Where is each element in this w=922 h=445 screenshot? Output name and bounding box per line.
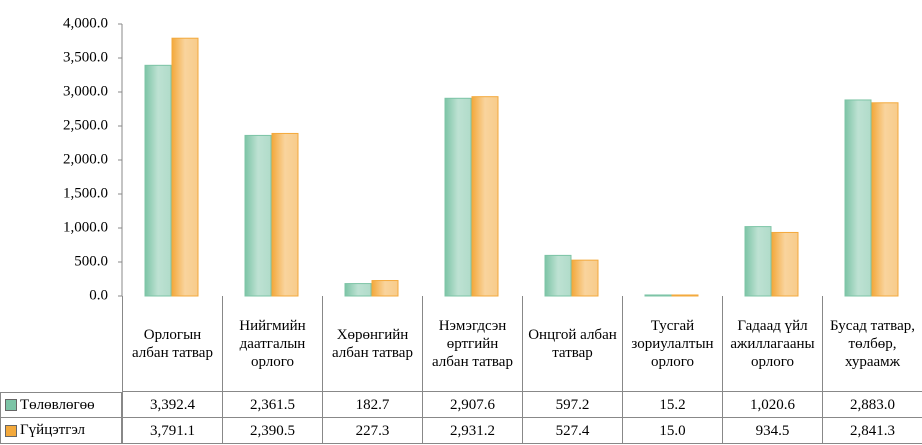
bar xyxy=(571,259,599,297)
data-cell-text: 597.2 xyxy=(555,396,590,413)
legend-swatch xyxy=(5,399,17,411)
data-cell: 597.2 xyxy=(522,392,622,418)
data-cell-text: 15.0 xyxy=(659,422,686,439)
data-cell: 2,390.5 xyxy=(222,418,322,444)
category-cell: Нийгмийн даатгалын орлого xyxy=(222,296,322,392)
y-tick-label: 500.0 xyxy=(74,253,108,269)
y-tick-label: 1,000.0 xyxy=(63,219,108,235)
data-cell: 3,791.1 xyxy=(122,418,222,444)
bar xyxy=(271,132,299,297)
data-cell: 2,361.5 xyxy=(222,392,322,418)
data-cell: 934.5 xyxy=(722,418,822,444)
category-cell: Онцгой албан татвар xyxy=(522,296,622,392)
legend-entry: Гүйцэтгэл xyxy=(0,418,122,444)
y-tick-label: 1,500.0 xyxy=(63,185,108,201)
legend-label: Төлөвлөгөө xyxy=(20,396,95,413)
data-cell: 2,841.3 xyxy=(822,418,922,444)
data-cell-text: 934.5 xyxy=(755,422,790,439)
bar xyxy=(171,37,199,297)
bar xyxy=(744,226,772,297)
bar xyxy=(244,134,272,297)
data-cell-text: 182.7 xyxy=(355,396,390,413)
category-cell-text: Хөрөнгийн албан татвар xyxy=(332,326,413,361)
data-cell-text: 527.4 xyxy=(555,422,590,439)
bar xyxy=(471,96,499,297)
bar xyxy=(544,254,572,297)
category-cell-text: Нийгмийн даатгалын орлого xyxy=(239,317,306,370)
data-cell-text: 2,841.3 xyxy=(850,422,895,439)
data-cell-text: 2,361.5 xyxy=(250,396,295,413)
data-cell-text: 2,931.2 xyxy=(450,422,495,439)
data-cell-text: 2,883.0 xyxy=(850,396,895,413)
data-cell-text: 2,390.5 xyxy=(250,422,295,439)
bar xyxy=(371,280,399,297)
legend-entry: Төлөвлөгөө xyxy=(0,392,122,418)
bar xyxy=(344,283,372,297)
legend-swatch xyxy=(5,424,17,437)
category-cell-text: Тусгай зориулалтын орлого xyxy=(631,317,714,370)
category-cell-text: Орлогын албан татвар xyxy=(132,326,213,361)
data-cell: 15.2 xyxy=(622,392,722,418)
bar xyxy=(444,97,472,297)
category-cell: Тусгай зориулалтын орлого xyxy=(622,296,722,392)
category-cell: Хөрөнгийн албан татвар xyxy=(322,296,422,392)
category-cell-text: Онцгой албан татвар xyxy=(528,326,617,361)
data-cell: 2,907.6 xyxy=(422,392,522,418)
data-cell-text: 15.2 xyxy=(659,396,686,413)
data-cell-text: 227.3 xyxy=(355,422,390,439)
category-cell: Бусад татвар, төлбөр, хураамж xyxy=(822,296,922,392)
data-cell: 3,392.4 xyxy=(122,392,222,418)
data-cell: 227.3 xyxy=(322,418,422,444)
data-cell-text: 1,020.6 xyxy=(750,396,795,413)
data-cell: 15.0 xyxy=(622,418,722,444)
y-tick-label: 0.0 xyxy=(89,287,108,300)
bar xyxy=(144,64,172,297)
data-cell-text: 3,791.1 xyxy=(150,422,195,439)
plot-area: 0.0 500.0 1,000.0 1,500.0 2,000.0 2,500.0 3,00… xyxy=(63,15,899,300)
category-cell: Орлогын албан татвар xyxy=(122,296,222,392)
legend-label: Гүйцэтгэл xyxy=(20,422,86,438)
y-tick-label: 3,500.0 xyxy=(63,49,108,65)
bar xyxy=(871,102,899,297)
data-cell: 1,020.6 xyxy=(722,392,822,418)
y-tick-label: 3,000.0 xyxy=(63,83,108,99)
bar xyxy=(771,231,799,297)
data-cell-text: 2,907.6 xyxy=(450,396,495,413)
data-cell-text: 3,392.4 xyxy=(150,396,195,413)
data-cell: 527.4 xyxy=(522,418,622,444)
category-cell-text: Бусад татвар, төлбөр, хураамж xyxy=(830,317,915,370)
category-cell: Гадаад үйл ажиллагааны орлого xyxy=(722,296,822,392)
data-cell: 2,883.0 xyxy=(822,392,922,418)
y-tick-label: 2,000.0 xyxy=(63,151,108,167)
y-tick-label: 4,000.0 xyxy=(63,15,108,31)
bar xyxy=(844,99,872,297)
data-cell: 182.7 xyxy=(322,392,422,418)
data-cell: 2,931.2 xyxy=(422,418,522,444)
bar xyxy=(671,294,699,297)
category-cell-text: Гадаад үйл ажиллагааны орлого xyxy=(730,317,815,370)
y-tick-label: 2,500.0 xyxy=(63,117,108,133)
category-cell-text: Нэмэгдсэн өртгийн албан татвар xyxy=(432,317,513,370)
category-cell: Нэмэгдсэн өртгийн албан татвар xyxy=(422,296,522,392)
bar xyxy=(644,294,672,297)
